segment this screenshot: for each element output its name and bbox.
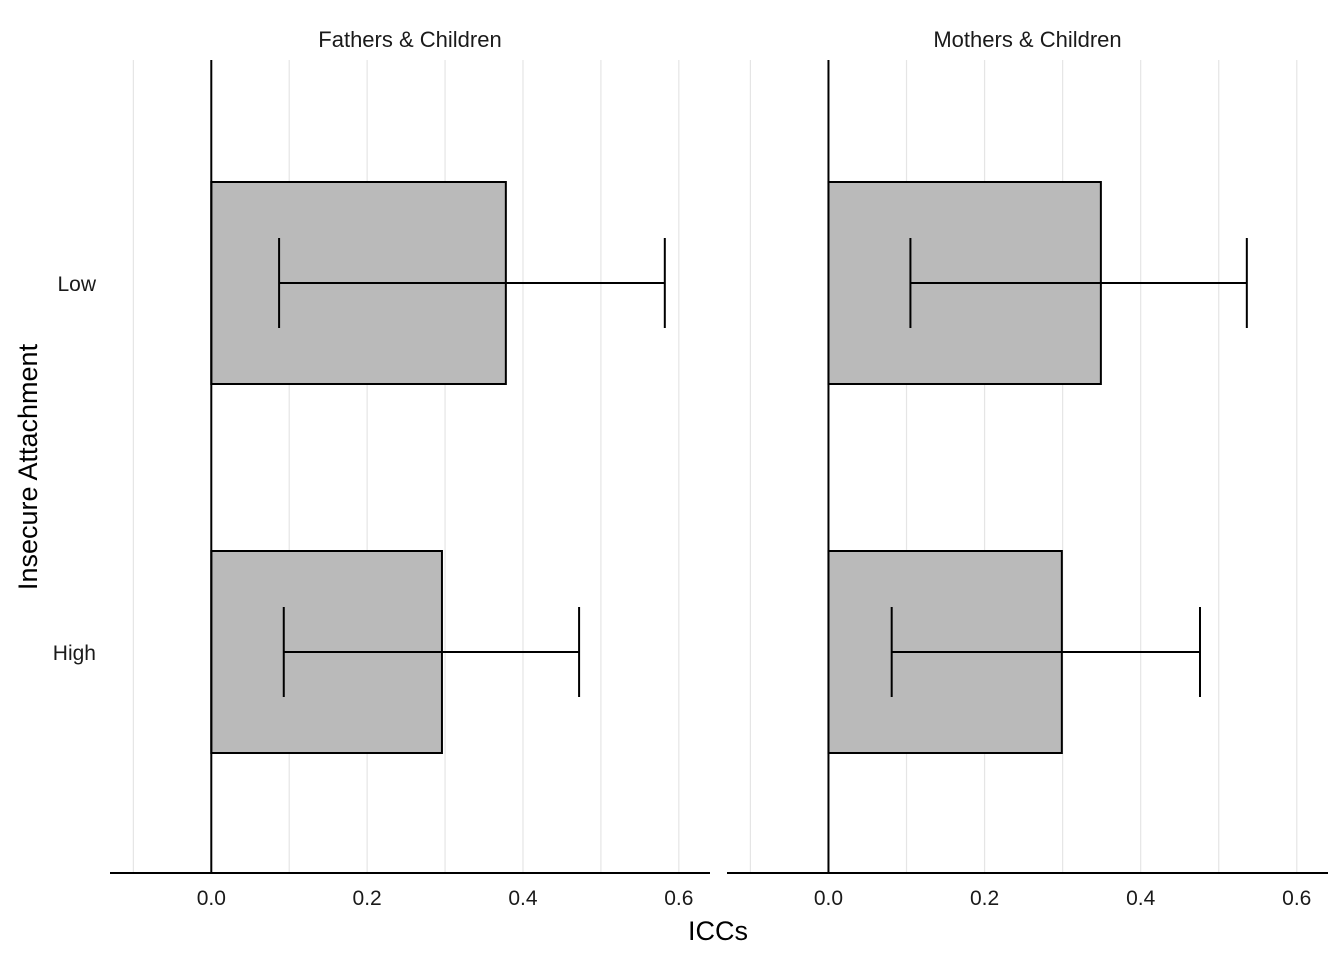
x-tick-label: 0.6 [1282, 887, 1311, 910]
x-tick-label: 0.2 [970, 887, 999, 910]
panel-2: Mothers & Children 0.0 0.2 0.4 0.6 [727, 27, 1328, 910]
x-tick-label: 0.0 [814, 887, 843, 910]
y-tick-label-low: Low [57, 273, 96, 296]
x-tick-label: 0.6 [664, 887, 693, 910]
x-tick-label: 0.4 [1126, 887, 1156, 910]
x-tick-label: 0.2 [353, 887, 382, 910]
x-tick-label: 0.0 [197, 887, 226, 910]
y-axis-title: Insecure Attachment [13, 343, 43, 590]
y-tick-label-high: High [53, 642, 96, 665]
panel-title: Fathers & Children [318, 27, 501, 52]
x-axis-title: ICCs [688, 916, 748, 946]
panel-title: Mothers & Children [933, 27, 1121, 52]
panel-1: Fathers & Children 0.0 0.2 0.4 0.6 [110, 27, 710, 910]
x-tick-label: 0.4 [508, 887, 538, 910]
